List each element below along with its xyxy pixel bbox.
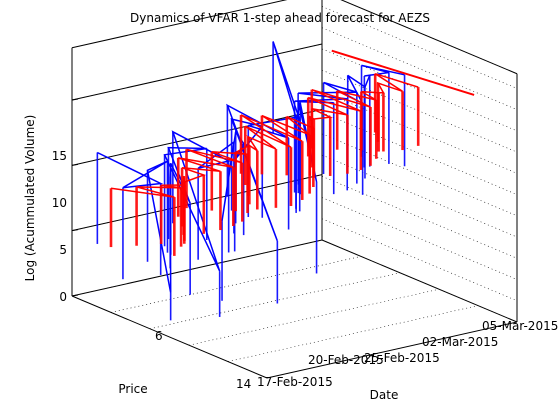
z-tick <box>71 163 79 166</box>
date-tick-4: 05-Mar-2015 <box>482 319 558 333</box>
floor-gridline <box>227 305 479 362</box>
z-level-line <box>71 108 323 166</box>
floor-gridline <box>188 288 440 346</box>
price-axis-label: Price <box>118 382 147 396</box>
side-wall-gridline <box>321 27 518 110</box>
date-tick-labels: 17-Feb-2015 20-Feb-2015 25-Feb-2015 02-M… <box>257 319 558 389</box>
axis-edge <box>71 0 288 49</box>
date-axis-label: Date <box>370 388 399 402</box>
side-wall-gridline <box>321 197 518 280</box>
z-level-line <box>71 43 323 101</box>
side-wall-gridline <box>321 154 518 238</box>
axis-edge <box>266 321 518 379</box>
side-wall-gridline <box>321 133 518 217</box>
volume-axis-label: Log (Acummulated Volume) <box>23 115 37 282</box>
axis-edge <box>71 295 268 379</box>
floor-gridline <box>110 256 362 313</box>
axes-box <box>71 0 518 379</box>
side-wall-gridline <box>321 176 518 259</box>
volume-tick-10: 10 <box>52 196 67 210</box>
series-1-line <box>110 72 419 198</box>
price-tick-14: 14 <box>236 377 251 391</box>
z-level-line <box>71 239 323 297</box>
price-tick-6: 6 <box>155 329 163 343</box>
series-0 <box>96 41 406 321</box>
floor-gridline <box>149 272 401 330</box>
price-tick-labels: 14 6 <box>155 329 251 391</box>
forecast-trail <box>331 49 475 96</box>
axis-edge <box>340 0 518 75</box>
z-tick <box>71 294 79 297</box>
side-wall-gridline <box>321 112 518 195</box>
z-tick <box>71 229 79 232</box>
series-1 <box>109 72 420 256</box>
date-tick-1: 20-Feb-2015 <box>308 353 384 367</box>
volume-tick-labels: 0 5 10 15 <box>52 149 67 304</box>
side-wall-gridline <box>321 218 518 302</box>
side-wall-gridline <box>321 69 518 153</box>
series-layer <box>96 41 475 321</box>
date-tick-3: 02-Mar-2015 <box>422 335 498 349</box>
axis-edge <box>321 239 518 323</box>
chart-title: Dynamics of VFAR 1-step ahead forecast f… <box>130 11 430 25</box>
side-wall-gridline <box>321 6 518 89</box>
volume-tick-5: 5 <box>59 243 67 257</box>
side-wall-gridline <box>321 91 518 174</box>
date-tick-0: 17-Feb-2015 <box>257 375 333 389</box>
volume-tick-15: 15 <box>52 149 67 163</box>
volume-tick-0: 0 <box>59 290 67 304</box>
date-tick-2: 25-Feb-2015 <box>364 351 440 365</box>
side-wall-gridline <box>321 48 518 132</box>
z-tick <box>71 98 79 101</box>
